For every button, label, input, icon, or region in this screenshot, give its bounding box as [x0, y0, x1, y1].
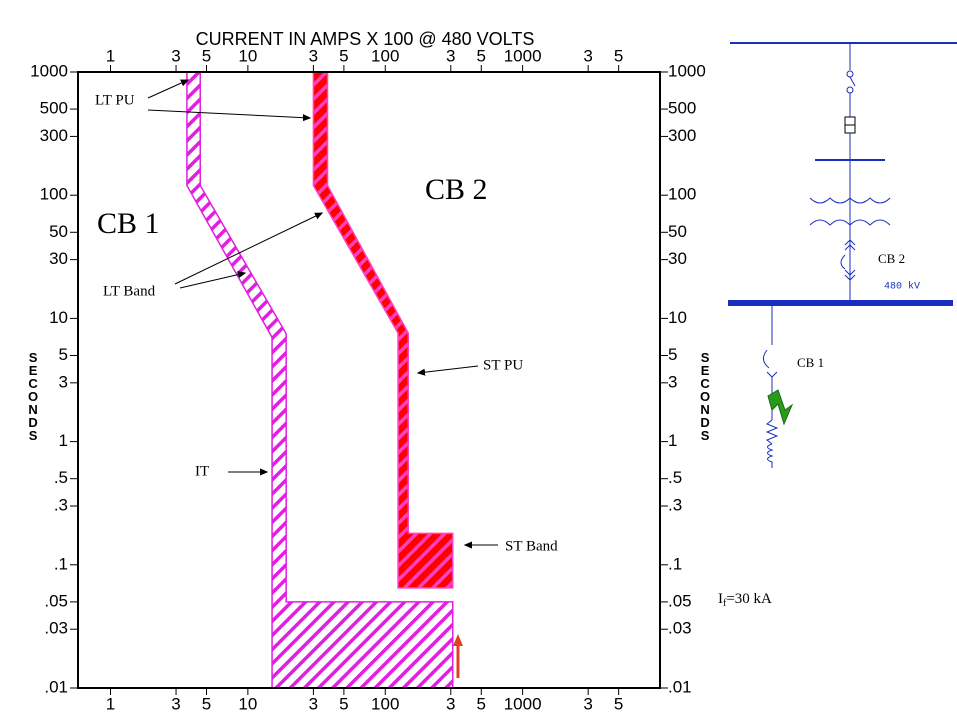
- subscript: f: [723, 598, 727, 609]
- band: [312, 71, 454, 589]
- arrow: [174, 213, 322, 285]
- x-tick-label: 5: [202, 694, 211, 713]
- arrow: [147, 80, 188, 99]
- voltage-label: 480 kV: [884, 281, 920, 293]
- x-tick-label: 5: [339, 46, 348, 65]
- y-tick-label: 10: [49, 308, 68, 327]
- y-tick-label: .3: [668, 496, 682, 515]
- y-tick-label: 300: [668, 126, 696, 145]
- y-tick-label: .03: [668, 619, 692, 638]
- y-tick-label: .03: [44, 619, 68, 638]
- x-tick-label: 3: [583, 46, 592, 65]
- y-tick-label: 500: [40, 99, 68, 118]
- y-tick-label: .05: [668, 591, 692, 610]
- arrow: [179, 273, 245, 289]
- x-tick-label: 3: [309, 694, 318, 713]
- y-tick-label: 100: [40, 185, 68, 204]
- y-tick-label: 1: [668, 431, 677, 450]
- x-tick-label: 100: [371, 46, 399, 65]
- y-tick-label: 30: [49, 249, 68, 268]
- annotation: CB 2: [425, 173, 488, 206]
- y-tick-label: 5: [668, 345, 677, 364]
- y-tick-label: 300: [40, 126, 68, 145]
- y-tick-label: .3: [54, 496, 68, 515]
- y-tick-label: 1: [59, 431, 68, 450]
- y-tick-label: 50: [668, 222, 687, 241]
- text: =30 kA: [726, 591, 772, 607]
- y-tick-label: 1000: [668, 61, 706, 80]
- one-line-diagram: [728, 42, 957, 468]
- x-tick-label: 3: [583, 694, 592, 713]
- x-tick-label: 5: [614, 46, 623, 65]
- x-tick-label: 3: [446, 694, 455, 713]
- y-tick-label: .5: [668, 468, 682, 487]
- x-tick-label: 3: [309, 46, 318, 65]
- x-tick-label: 5: [202, 46, 211, 65]
- annotation: ST PU: [483, 357, 523, 373]
- diagram-label: CB 1: [797, 355, 824, 370]
- arrow: [147, 109, 310, 118]
- x-tick-label: 10: [238, 694, 257, 713]
- y-tick-label: .05: [44, 591, 68, 610]
- fault-arrow: [453, 634, 463, 678]
- y-tick-label: 100: [668, 185, 696, 204]
- fault-current: If=30 kA: [718, 591, 772, 609]
- x-tick-label: 1: [106, 694, 115, 713]
- fault-symbol: [767, 389, 794, 426]
- y-tick-label: 30: [668, 249, 687, 268]
- annotation: IT: [195, 463, 209, 479]
- x-tick-label: 1000: [504, 46, 542, 65]
- y-tick-label: .5: [54, 468, 68, 487]
- y-tick-label: 1000: [30, 61, 68, 80]
- x-tick-label: 3: [171, 46, 180, 65]
- y-tick-label: .01: [668, 677, 692, 696]
- annotation: LT PU: [95, 92, 135, 108]
- x-tick-label: 5: [339, 694, 348, 713]
- annotation: LT Band: [103, 283, 156, 299]
- y-tick-label: .1: [668, 554, 682, 573]
- y-tick-label: 3: [59, 372, 68, 391]
- x-tick-label: 100: [371, 694, 399, 713]
- plot-frame: [77, 71, 661, 689]
- arrows: [147, 80, 498, 545]
- y-tick-label: 5: [59, 345, 68, 364]
- x-tick-label: 1000: [504, 694, 542, 713]
- y-tick-label: 3: [668, 372, 677, 391]
- band: [186, 71, 454, 689]
- y-tick-label: .01: [44, 677, 68, 696]
- arrow: [418, 365, 479, 373]
- x-tick-label: 1: [106, 46, 115, 65]
- y-tick-label: 50: [49, 222, 68, 241]
- x-tick-label: 5: [477, 694, 486, 713]
- chart-title: CURRENT IN AMPS X 100 @ 480 VOLTS: [196, 29, 535, 49]
- annotation: CB 1: [97, 207, 160, 240]
- y-tick-label: 500: [668, 99, 696, 118]
- x-tick-label: 5: [614, 694, 623, 713]
- x-tick-label: 3: [446, 46, 455, 65]
- y-tick-label: .1: [54, 554, 68, 573]
- symbol: I: [718, 591, 723, 607]
- x-tick-label: 5: [477, 46, 486, 65]
- y-axis-label: SECONDS: [26, 350, 41, 441]
- diagram-label: CB 2: [878, 251, 905, 266]
- y-axis-label-right: SECONDS: [698, 350, 713, 441]
- y-tick-label: 10: [668, 308, 687, 327]
- x-tick-label: 3: [171, 694, 180, 713]
- x-tick-label: 10: [238, 46, 257, 65]
- annotation: ST Band: [505, 538, 558, 554]
